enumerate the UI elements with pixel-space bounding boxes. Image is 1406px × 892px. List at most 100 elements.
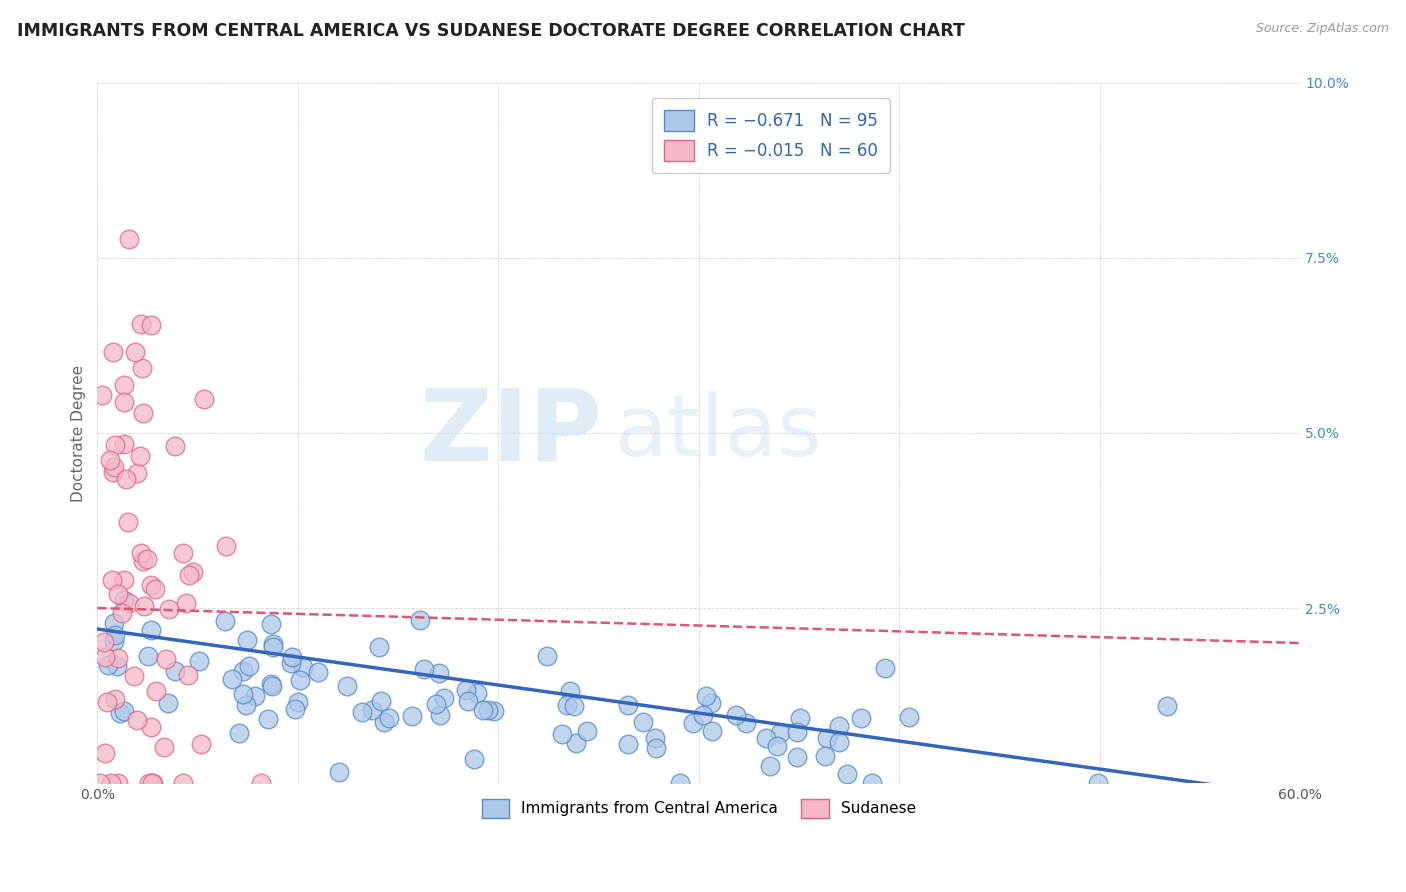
Point: [152, 739, 174, 754]
Point: [368, 640, 391, 654]
Point: [214, 539, 236, 553]
Point: [401, 709, 423, 723]
Point: [124, 344, 146, 359]
Point: [262, 637, 284, 651]
Point: [232, 664, 254, 678]
Point: [734, 715, 756, 730]
Point: [477, 703, 499, 717]
Point: [127, 467, 149, 481]
Point: [112, 704, 135, 718]
Point: [131, 406, 153, 420]
Point: [93, 746, 115, 760]
Point: [565, 736, 588, 750]
Point: [287, 696, 309, 710]
Point: [97, 657, 120, 672]
Text: ZIP: ZIP: [419, 384, 603, 482]
Point: [307, 665, 329, 679]
Point: [898, 710, 921, 724]
Point: [786, 750, 808, 764]
Point: [181, 565, 204, 579]
Point: [292, 660, 315, 674]
Point: [644, 731, 666, 746]
Point: [815, 731, 838, 745]
Point: [260, 677, 283, 691]
Point: [141, 776, 163, 790]
Point: [193, 392, 215, 407]
Point: [558, 683, 581, 698]
Point: [114, 472, 136, 486]
Point: [104, 437, 127, 451]
Text: IMMIGRANTS FROM CENTRAL AMERICA VS SUDANESE DOCTORATE DEGREE CORRELATION CHART: IMMIGRANTS FROM CENTRAL AMERICA VS SUDAN…: [17, 22, 965, 40]
Point: [284, 701, 307, 715]
Point: [118, 232, 141, 246]
Point: [214, 614, 236, 628]
Point: [336, 680, 359, 694]
Point: [361, 703, 384, 717]
Point: [101, 344, 124, 359]
Point: [107, 587, 129, 601]
Point: [112, 593, 135, 607]
Point: [112, 394, 135, 409]
Point: [112, 573, 135, 587]
Point: [851, 711, 873, 725]
Point: [472, 703, 495, 717]
Legend: Immigrants from Central America, Sudanese: Immigrants from Central America, Sudanes…: [475, 793, 922, 824]
Point: [725, 707, 748, 722]
Point: [129, 449, 152, 463]
Point: [131, 360, 153, 375]
Point: [103, 616, 125, 631]
Point: [141, 318, 163, 332]
Point: [141, 578, 163, 592]
Point: [103, 633, 125, 648]
Point: [101, 574, 124, 588]
Point: [98, 453, 121, 467]
Text: Source: ZipAtlas.com: Source: ZipAtlas.com: [1256, 22, 1389, 36]
Point: [692, 707, 714, 722]
Point: [136, 552, 159, 566]
Point: [835, 767, 858, 781]
Point: [236, 633, 259, 648]
Point: [141, 721, 163, 735]
Point: [644, 740, 666, 755]
Point: [1156, 698, 1178, 713]
Point: [280, 656, 302, 670]
Point: [350, 706, 373, 720]
Point: [122, 669, 145, 683]
Point: [828, 718, 851, 732]
Point: [163, 439, 186, 453]
Point: [557, 698, 579, 712]
Point: [1087, 776, 1109, 790]
Point: [138, 648, 160, 663]
Point: [104, 627, 127, 641]
Point: [157, 601, 180, 615]
Point: [860, 776, 883, 790]
Point: [100, 776, 122, 790]
Point: [755, 731, 778, 745]
Point: [138, 776, 160, 790]
Point: [700, 723, 723, 738]
Point: [373, 715, 395, 730]
Point: [536, 649, 558, 664]
Point: [412, 662, 434, 676]
Point: [105, 659, 128, 673]
Point: [429, 708, 451, 723]
Point: [484, 704, 506, 718]
Point: [463, 752, 485, 766]
Point: [174, 596, 197, 610]
Point: [454, 683, 477, 698]
Point: [378, 711, 401, 725]
Point: [127, 713, 149, 727]
Point: [118, 596, 141, 610]
Point: [129, 317, 152, 331]
Point: [262, 640, 284, 654]
Point: [155, 651, 177, 665]
Point: [103, 459, 125, 474]
Point: [328, 765, 350, 780]
Point: [616, 698, 638, 713]
Point: [93, 635, 115, 649]
Point: [117, 516, 139, 530]
Point: [617, 737, 640, 751]
Point: [188, 654, 211, 668]
Point: [281, 649, 304, 664]
Point: [243, 689, 266, 703]
